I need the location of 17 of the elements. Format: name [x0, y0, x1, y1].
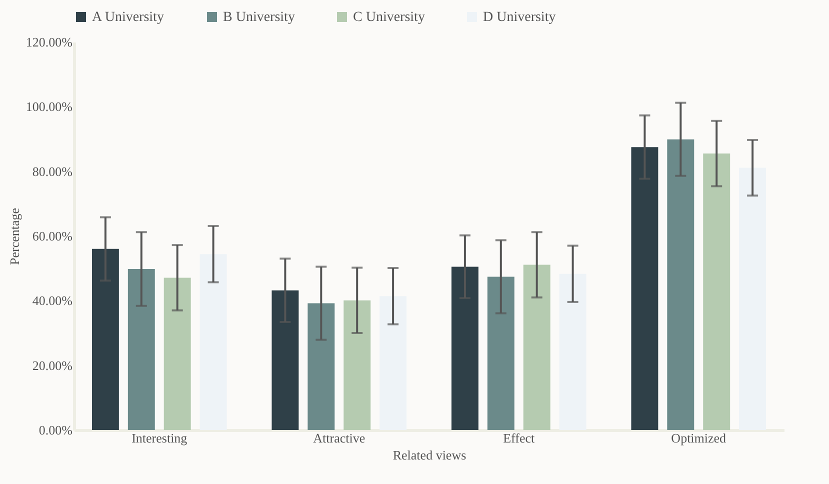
x-tick-label: Optimized — [671, 430, 727, 446]
y-tick-label: 0.00% — [38, 422, 73, 438]
y-tick-label: 20.00% — [32, 358, 73, 373]
y-tick-label: 120.00% — [26, 34, 73, 50]
legend-label: A University — [92, 10, 164, 25]
legend-label: D University — [483, 10, 556, 25]
y-tick-label: 60.00% — [32, 228, 73, 244]
y-tick-label: 100.00% — [26, 99, 73, 114]
legend-label: B University — [223, 10, 295, 25]
x-axis-title: Related views — [392, 448, 466, 462]
y-tick-label: 80.00% — [32, 164, 73, 179]
x-tick-label: Interesting — [132, 430, 188, 446]
legend-label: C University — [353, 10, 425, 25]
y-tick-label: 40.00% — [32, 293, 73, 308]
x-tick-label: Attractive — [313, 430, 366, 446]
y-axis-title: Percentage — [6, 208, 22, 266]
x-tick-label: Effect — [503, 430, 536, 446]
